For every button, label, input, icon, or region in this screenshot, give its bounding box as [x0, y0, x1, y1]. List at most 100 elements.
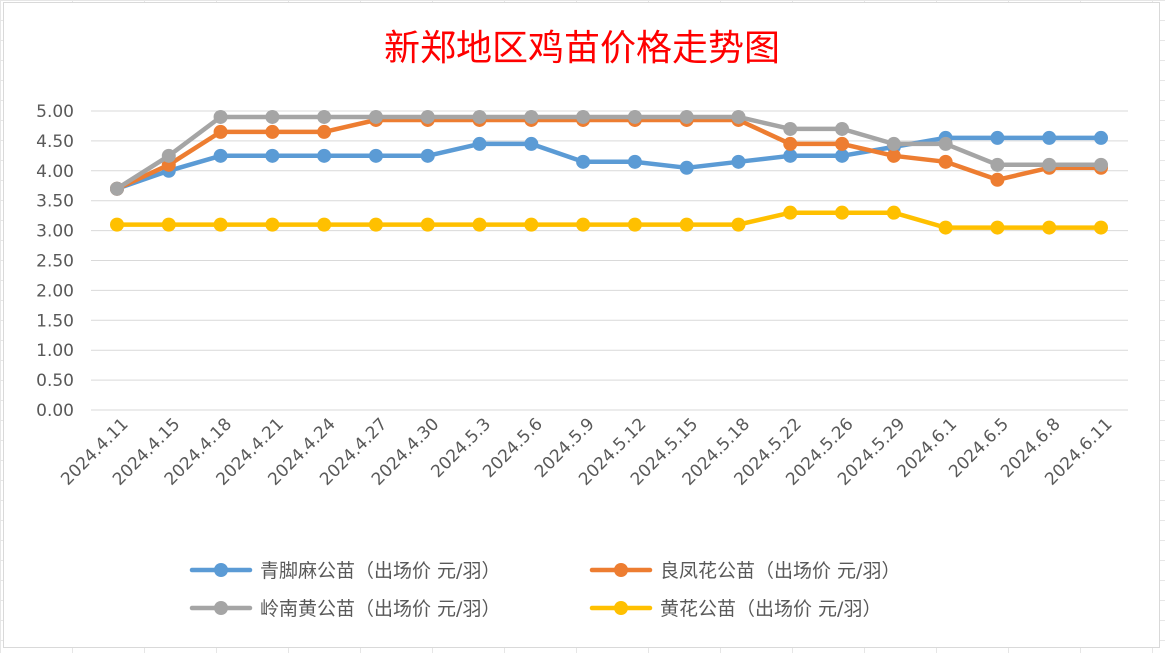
data-point — [576, 217, 591, 232]
series-line — [114, 210, 1104, 230]
data-point — [627, 109, 642, 124]
y-tick-label: 0.00 — [36, 401, 74, 421]
data-point — [835, 205, 850, 220]
legend-marker — [614, 601, 628, 615]
data-point — [265, 124, 280, 139]
y-tick-label: 4.50 — [36, 132, 74, 152]
data-point — [938, 136, 953, 151]
data-point — [783, 148, 798, 163]
data-point — [679, 217, 694, 232]
gridlines — [91, 110, 1128, 411]
y-tick-label: 0.50 — [36, 371, 74, 391]
data-point — [938, 220, 953, 235]
data-point — [420, 148, 435, 163]
series-line — [114, 135, 1104, 191]
data-point — [213, 124, 228, 139]
data-point — [783, 121, 798, 136]
data-point — [265, 109, 280, 124]
data-point — [783, 136, 798, 151]
data-point — [368, 109, 383, 124]
data-point — [368, 148, 383, 163]
data-point — [524, 136, 539, 151]
legend-item[interactable]: 青脚麻公苗（出场价 元/羽） — [189, 560, 500, 582]
series-line — [114, 114, 1104, 191]
legend-label: 岭南黄公苗（出场价 元/羽） — [260, 598, 500, 620]
data-point — [990, 157, 1005, 172]
data-point — [317, 124, 332, 139]
data-point — [524, 217, 539, 232]
data-point — [1094, 130, 1108, 145]
data-point — [679, 160, 694, 175]
series-2 — [110, 109, 1108, 196]
data-point — [265, 217, 280, 232]
data-point — [627, 154, 642, 169]
legend: 青脚麻公苗（出场价 元/羽） 良凤花公苗（出场价 元/羽） 岭南黄公苗（出场价 元/… — [189, 560, 900, 620]
data-point — [472, 136, 487, 151]
data-point — [886, 148, 901, 163]
data-point — [110, 217, 124, 232]
y-axis-ticks: 0.00 0.50 1.00 1.50 2.00 2.50 3.00 3.50 4.00 4.50… — [36, 102, 74, 421]
y-tick-label: 4.00 — [36, 162, 74, 182]
chart-area[interactable] — [3, 2, 1160, 648]
data-point — [990, 220, 1005, 235]
data-point — [161, 217, 176, 232]
legend-label: 青脚麻公苗（出场价 元/羽） — [260, 560, 500, 582]
y-tick-label: 3.50 — [36, 192, 74, 212]
legend-item[interactable]: 良凤花公苗（出场价 元/羽） — [589, 560, 900, 582]
legend-marker — [614, 563, 628, 577]
data-point — [420, 217, 435, 232]
data-point — [731, 154, 746, 169]
data-point — [627, 217, 642, 232]
data-point — [265, 148, 280, 163]
data-point — [161, 148, 176, 163]
data-point — [420, 109, 435, 124]
data-point — [1094, 220, 1108, 235]
data-point — [317, 148, 332, 163]
legend-item[interactable]: 黄花公苗（出场价 元/羽） — [589, 598, 881, 620]
data-point — [472, 217, 487, 232]
y-tick-label: 3.00 — [36, 222, 74, 242]
data-point — [317, 217, 332, 232]
data-point — [472, 109, 487, 124]
data-point — [576, 109, 591, 124]
data-point — [1042, 130, 1057, 145]
data-point — [576, 154, 591, 169]
data-point — [1094, 157, 1108, 172]
data-point — [783, 205, 798, 220]
data-point — [213, 109, 228, 124]
y-tick-label: 2.00 — [36, 281, 74, 301]
legend-item[interactable]: 岭南黄公苗（出场价 元/羽） — [189, 598, 500, 620]
x-axis-ticks: 2024.4.112024.4.152024.4.182024.4.212024… — [57, 414, 1116, 489]
data-point — [317, 109, 332, 124]
data-point — [990, 130, 1005, 145]
data-point — [731, 109, 746, 124]
series-group — [110, 109, 1108, 235]
data-point — [1042, 157, 1057, 172]
data-point — [1042, 220, 1057, 235]
legend-label: 黄花公苗（出场价 元/羽） — [660, 598, 881, 620]
data-point — [990, 172, 1005, 187]
data-point — [886, 205, 901, 220]
data-point — [110, 181, 124, 196]
data-point — [524, 109, 539, 124]
series-3 — [110, 205, 1108, 235]
series-line — [114, 117, 1104, 191]
legend-marker — [214, 563, 228, 577]
y-tick-label: 1.00 — [36, 341, 74, 361]
data-point — [731, 217, 746, 232]
data-point — [938, 154, 953, 169]
data-point — [368, 217, 383, 232]
legend-marker — [214, 601, 228, 615]
y-tick-label: 1.50 — [36, 311, 74, 331]
data-point — [835, 121, 850, 136]
data-point — [213, 217, 228, 232]
y-tick-label: 2.50 — [36, 252, 74, 272]
data-point — [679, 109, 694, 124]
data-point — [213, 148, 228, 163]
data-point — [835, 148, 850, 163]
legend-label: 良凤花公苗（出场价 元/羽） — [660, 560, 900, 582]
data-point — [886, 136, 901, 151]
chart-title: 新郑地区鸡苗价格走势图 — [384, 28, 780, 69]
